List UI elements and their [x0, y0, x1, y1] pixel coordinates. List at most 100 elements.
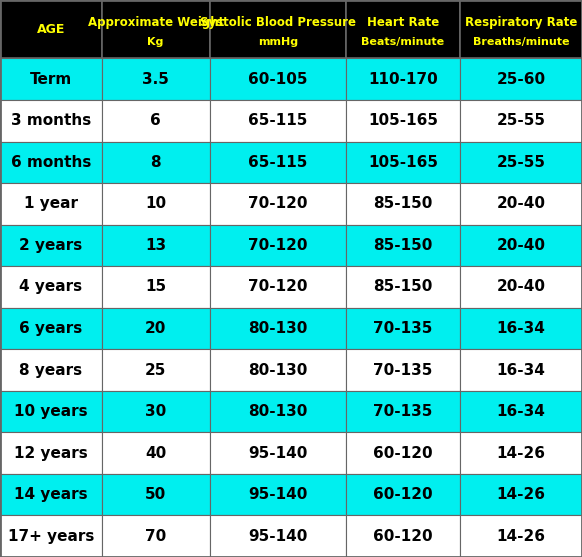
Bar — [460, 141, 582, 183]
Text: 105-165: 105-165 — [368, 155, 438, 170]
Bar — [102, 183, 210, 224]
Bar — [210, 391, 346, 432]
Bar — [460, 432, 582, 474]
Text: Respiratory Rate: Respiratory Rate — [464, 16, 577, 29]
Bar — [346, 474, 460, 515]
Bar — [102, 307, 210, 349]
Bar — [0, 141, 102, 183]
Text: 70: 70 — [145, 529, 166, 544]
Text: 6: 6 — [150, 113, 161, 128]
Text: Systolic Blood Pressure: Systolic Blood Pressure — [200, 16, 356, 29]
Text: 70-135: 70-135 — [373, 321, 433, 336]
Text: 1 year: 1 year — [24, 197, 78, 212]
Text: 14-26: 14-26 — [496, 487, 545, 502]
Text: 70-120: 70-120 — [248, 197, 308, 212]
Text: 3.5: 3.5 — [142, 72, 169, 87]
Bar — [0, 515, 102, 557]
Bar — [346, 515, 460, 557]
Bar — [346, 349, 460, 391]
Text: 60-120: 60-120 — [373, 487, 433, 502]
Text: 12 years: 12 years — [14, 446, 88, 461]
Bar — [346, 183, 460, 224]
Bar — [102, 100, 210, 141]
Text: 65-115: 65-115 — [248, 113, 308, 128]
Bar — [0, 349, 102, 391]
Bar — [460, 515, 582, 557]
Bar — [102, 349, 210, 391]
Bar — [460, 0, 582, 58]
Bar — [460, 266, 582, 307]
Bar — [102, 224, 210, 266]
Bar — [102, 391, 210, 432]
Bar — [346, 224, 460, 266]
Bar — [102, 266, 210, 307]
Bar — [102, 515, 210, 557]
Text: 14 years: 14 years — [14, 487, 88, 502]
Bar — [0, 391, 102, 432]
Text: 16-34: 16-34 — [496, 321, 545, 336]
Bar — [346, 391, 460, 432]
Bar — [0, 100, 102, 141]
Bar — [346, 266, 460, 307]
Bar — [210, 58, 346, 100]
Bar — [210, 474, 346, 515]
Bar — [102, 432, 210, 474]
Bar — [460, 349, 582, 391]
Text: 70-135: 70-135 — [373, 404, 433, 419]
Text: 60-120: 60-120 — [373, 446, 433, 461]
Bar — [460, 307, 582, 349]
Text: Term: Term — [30, 72, 72, 87]
Text: 3 months: 3 months — [11, 113, 91, 128]
Text: 15: 15 — [145, 280, 166, 295]
Text: 80-130: 80-130 — [248, 321, 308, 336]
Text: 14-26: 14-26 — [496, 446, 545, 461]
Text: 8: 8 — [150, 155, 161, 170]
Bar — [460, 100, 582, 141]
Text: 16-34: 16-34 — [496, 363, 545, 378]
Bar — [210, 100, 346, 141]
Bar — [346, 307, 460, 349]
Bar — [460, 58, 582, 100]
Bar — [346, 0, 460, 58]
Text: 8 years: 8 years — [19, 363, 83, 378]
Text: 95-140: 95-140 — [248, 487, 308, 502]
Bar — [460, 391, 582, 432]
Text: 20: 20 — [145, 321, 166, 336]
Text: 70-120: 70-120 — [248, 238, 308, 253]
Bar — [460, 183, 582, 224]
Text: 14-26: 14-26 — [496, 529, 545, 544]
Bar — [210, 183, 346, 224]
Bar — [0, 183, 102, 224]
Text: AGE: AGE — [37, 23, 65, 36]
Text: 20-40: 20-40 — [496, 280, 545, 295]
Text: 50: 50 — [145, 487, 166, 502]
Text: Heart Rate: Heart Rate — [367, 16, 439, 29]
Text: 40: 40 — [145, 446, 166, 461]
Text: Kg: Kg — [147, 37, 164, 47]
Bar — [210, 432, 346, 474]
Bar — [346, 141, 460, 183]
Bar — [0, 307, 102, 349]
Text: 85-150: 85-150 — [373, 197, 433, 212]
Bar — [0, 0, 102, 58]
Bar — [210, 266, 346, 307]
Text: 30: 30 — [145, 404, 166, 419]
Bar — [102, 58, 210, 100]
Text: 6 months: 6 months — [10, 155, 91, 170]
Bar — [0, 266, 102, 307]
Text: 95-140: 95-140 — [248, 529, 308, 544]
Bar — [102, 0, 210, 58]
Text: 20-40: 20-40 — [496, 197, 545, 212]
Text: 16-34: 16-34 — [496, 404, 545, 419]
Bar — [0, 432, 102, 474]
Text: 6 years: 6 years — [19, 321, 83, 336]
Text: 25-60: 25-60 — [496, 72, 545, 87]
Text: 10 years: 10 years — [14, 404, 88, 419]
Text: 105-165: 105-165 — [368, 113, 438, 128]
Bar — [210, 0, 346, 58]
Bar — [210, 349, 346, 391]
Bar — [0, 224, 102, 266]
Text: 80-130: 80-130 — [248, 404, 308, 419]
Bar — [346, 58, 460, 100]
Text: 10: 10 — [145, 197, 166, 212]
